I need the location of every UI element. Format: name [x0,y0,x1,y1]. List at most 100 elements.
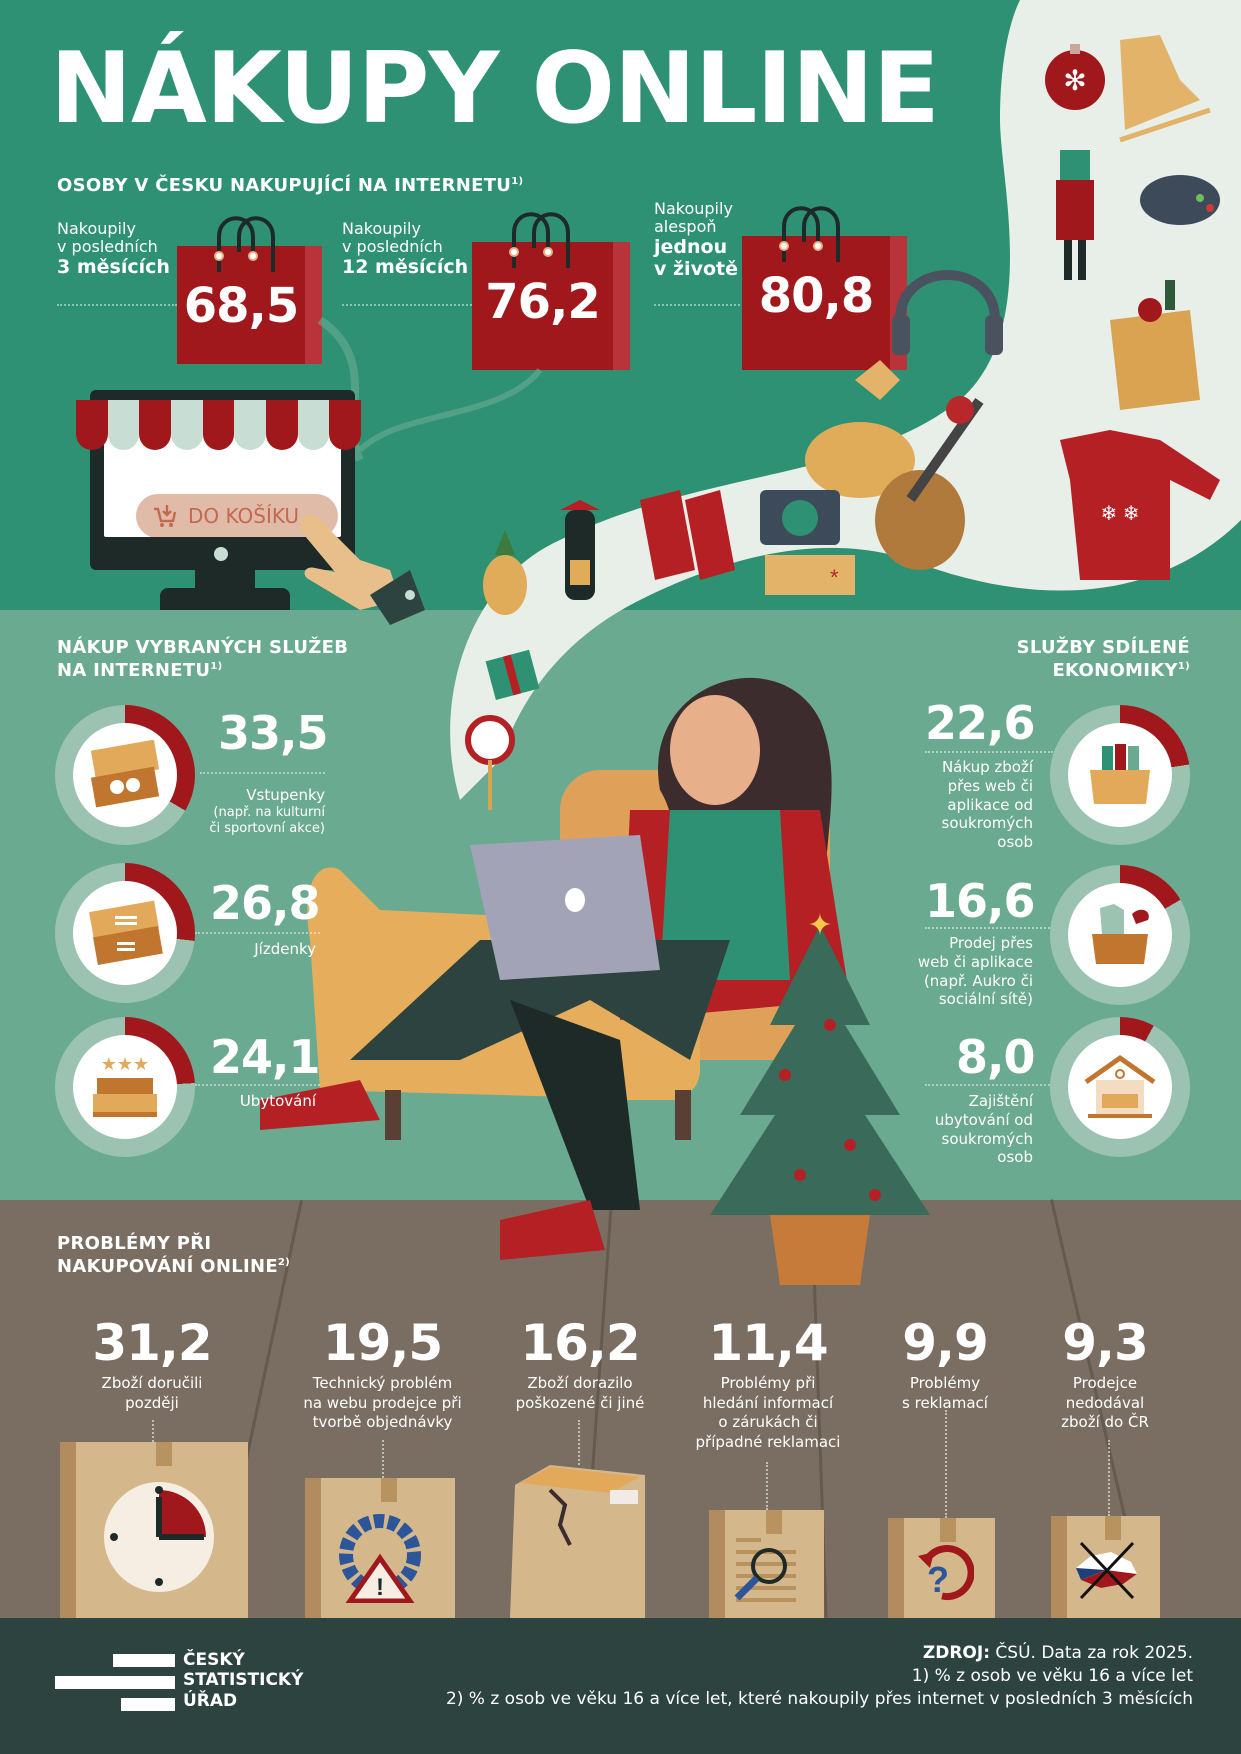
buying-from-individuals-value: 22,6 [925,696,1035,750]
ring-chart-transport-tickets [55,863,195,1003]
label-line: Zboží doručili [101,1374,203,1392]
bag-handle-icon [214,216,275,272]
hanging-line [578,1420,580,1465]
svg-text:?: ? [927,1559,949,1600]
braided-bread-icon [805,422,915,498]
guitar-icon [875,396,984,570]
online-shoppers-heading: OSOBY V ČESKU NAKUPUJÍCÍ NA INTERNETU1) [57,174,523,197]
label-line: nedodával [1065,1393,1145,1412]
selling-online-label: Prodej přes web či aplikace (např. Aukro… [890,934,1033,1009]
hotel-bed-icon: ★★★ [93,1054,157,1117]
dotted-connector [342,304,472,306]
label-main: Vstupenky [246,786,325,804]
label-line: Zajištění [968,1092,1033,1110]
problem-value: 31,2 [92,1314,212,1372]
label-line: Prodej přes [949,934,1033,952]
footnote-ref: 2) [277,1257,291,1269]
logo-line: ÚŘAD [183,1690,238,1711]
problem-damaged: 16,2 Zboží dorazilo poškozené či jiné [495,1318,665,1413]
label-line: Zboží dorazilo [527,1374,633,1392]
box-no-delivery-cz [1051,1516,1160,1618]
cart-button-label: DO KOŠÍKU [188,504,300,528]
shopping-bag-ever: 80,8 [742,206,907,370]
bag-label-12-months: Nakoupily v posledních 12 měsících [342,219,469,279]
label-line: soukromých [941,814,1033,833]
label-line: Problémy [909,1374,981,1392]
plane-ticket-icon: * [765,555,855,595]
problem-value: 9,9 [902,1314,989,1372]
problem-label: Zboží dorazilo poškozené či jiné [495,1374,665,1413]
svg-text:✦: ✦ [807,909,832,942]
bag-value: 80,8 [758,268,874,324]
hanging-line [945,1410,947,1518]
label-line: Nakoupily [57,219,136,238]
christmas-tree-illustration: ✦ [710,909,930,1285]
label-line: alespoň [654,217,717,237]
heading-line: NÁKUP VYBRANÝCH SLUŽEB [57,637,349,658]
monitor-power-button [214,547,228,561]
christmas-ornament-icon: ✻ [1045,44,1105,110]
clock-icon [104,1482,214,1592]
page-title: NÁKUPY ONLINE [50,32,940,146]
logo-bar [121,1698,175,1711]
camera-gift-icon [760,490,840,545]
dotted-connector [195,932,320,934]
label-bold: 12 měsících [342,255,469,278]
logo-line: ČESKÝ [183,1650,245,1670]
ring-inner [73,881,177,985]
problem-label: Technický problém na webu prodejce při t… [285,1374,480,1433]
gift-illustrations-stream: * [465,270,1003,810]
label-line: tvorbě objednávky [312,1413,453,1431]
svg-text:✻: ✻ [1063,65,1086,96]
woman-with-laptop-illustration [260,677,850,1260]
return-question-icon: ? [918,1545,974,1601]
csu-logo: ČESKÝ STATISTICKÝ ÚŘAD [55,1650,305,1712]
heading-line: PROBLÉMY PŘI [57,1233,212,1254]
label-line: poškozené či jiné [515,1393,645,1412]
cart-download-icon [154,505,177,527]
svg-text:★★★: ★★★ [101,1054,149,1074]
bag-handle-icon [509,212,570,268]
ring-chart-private-accommodation [1050,1017,1190,1157]
ring-chart-accommodation: ★★★ [55,1017,195,1157]
transport-tickets-label: Jízdenky [254,940,316,958]
ring-inner [73,723,177,827]
monitor-neck [195,570,255,590]
problem-label: Problémy s reklamací [870,1374,1020,1413]
accommodation-value: 24,1 [210,1030,320,1084]
problems-heading: PROBLÉMY PŘI NAKUPOVÁNÍ ONLINE2) [57,1232,290,1279]
ring-chart-selling-online [1050,865,1190,1005]
heading-line: NA INTERNETU [57,660,211,682]
hanging-line [766,1462,768,1510]
label-line: Nakoupily [342,219,421,238]
label-line: hledání informací [702,1393,834,1412]
box-with-books-icon [1090,744,1150,804]
dotted-connector [654,304,744,306]
ice-skate-icon [1119,35,1211,143]
label-line: s reklamací [902,1393,988,1412]
label-line: osob [997,1148,1033,1167]
hanging-line [152,1420,154,1442]
transport-ticket-icon [89,900,163,965]
services-heading: NÁKUP VYBRANÝCH SLUŽEB NA INTERNETU1) [57,636,348,683]
box-warranty-info [709,1510,824,1618]
label-line: Nákup zboží [941,758,1033,776]
pineapple-icon [483,530,527,615]
add-to-cart-button[interactable]: DO KOŠÍKU [136,494,338,537]
bag-handle-icon [779,206,840,262]
problem-warranty-info: 11,4 Problémy při hledání informací o zá… [678,1318,858,1452]
accommodation-label: Ubytování [239,1092,316,1110]
problem-label: Zboží doručili později [62,1374,242,1413]
label-line: případné reklamaci [695,1432,841,1451]
christmas-socks-icon [640,490,735,580]
label-sub: (např. na kulturní [213,804,325,820]
ring-chart-tickets [55,705,195,845]
computer-monitor-illustration: DO KOŠÍKU [76,390,362,570]
label-bold: jednou [654,235,728,258]
label-line: přes web či [947,776,1033,795]
bag-value: 68,5 [183,278,299,334]
gamepad-icon [1140,175,1220,225]
footnote-ref: 1) [511,176,524,187]
label-line: Nakoupily [654,199,733,218]
logo-text: ČESKÝ STATISTICKÝ ÚŘAD [183,1650,303,1711]
